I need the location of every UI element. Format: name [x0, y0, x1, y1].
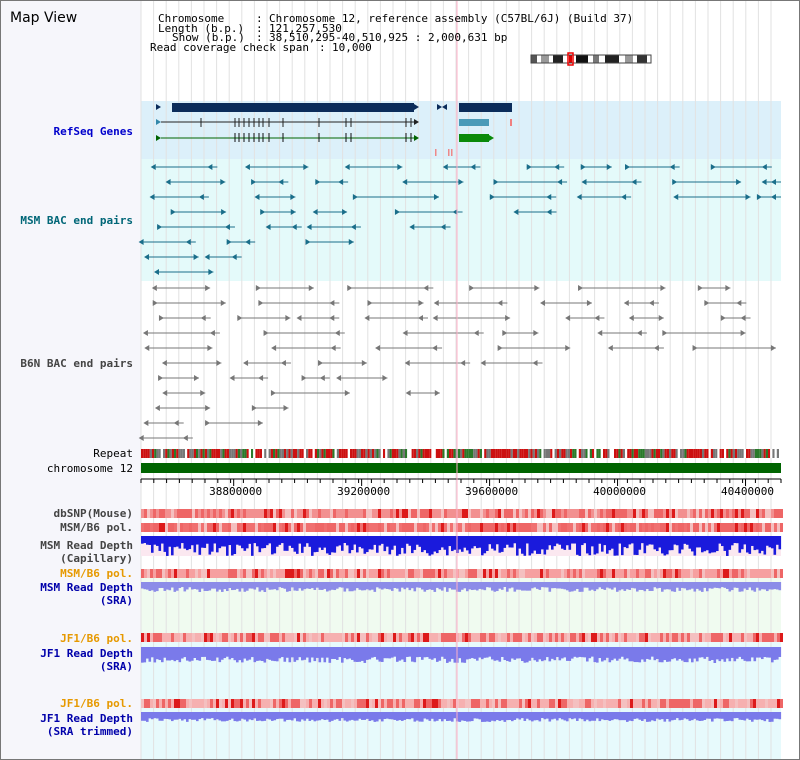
track-label-jf1-pol[interactable]: JF1/B6 pol.	[60, 632, 133, 645]
track-label-msm-bac[interactable]: MSM BAC end pairs	[20, 214, 133, 227]
track-label-jf1-depth-sra-sub: (SRA)	[99, 660, 133, 673]
track-label-msm-depth-capillary[interactable]: MSM Read Depth	[40, 539, 133, 552]
track-label-b6n-bac[interactable]: B6N BAC end pairs	[20, 357, 133, 370]
msm-pol-2-strip	[141, 569, 783, 578]
msm-bac-end-pairs	[138, 164, 781, 275]
msm-depth-sra	[141, 582, 782, 592]
axis-tick-label: 38800000	[209, 485, 262, 498]
jf1-pol-strip	[141, 633, 783, 642]
msm-bac-track-bg	[141, 159, 781, 281]
msm-depth-sra-bg	[141, 571, 781, 633]
track-label-msm-depth-sra[interactable]: MSM Read Depth	[40, 581, 133, 594]
show-sep: :	[256, 31, 263, 44]
chromosome-bar	[141, 463, 781, 473]
length-value: 121,257,530	[269, 22, 342, 35]
span-sep: :	[319, 41, 326, 54]
length-sep: :	[256, 22, 263, 35]
dbsnp-strip	[141, 509, 783, 518]
repeat-track	[141, 449, 782, 458]
span-key: Read coverage check span	[150, 41, 309, 54]
chromosome-key: Chromosome	[158, 12, 225, 25]
track-label-msm-pol[interactable]: MSM/B6 pol.	[60, 521, 133, 534]
chromosome-value: Chromosome 12, reference assembly (C57BL…	[269, 12, 634, 25]
show-value: 38,510,295-40,510,925 : 2,000,631 bp	[269, 31, 508, 44]
span-value: 10,000	[332, 41, 372, 54]
track-label-dbsnp[interactable]: dbSNP(Mouse)	[53, 507, 133, 520]
track-label-jf1-depth-trimmed-sub: (SRA trimmed)	[46, 725, 133, 738]
length-key: Length (b.p.)	[158, 22, 245, 35]
chromosome-ideogram	[530, 52, 652, 66]
track-label-jf1-depth-trimmed[interactable]: JF1 Read Depth	[40, 712, 133, 725]
msm-depth-capillary	[141, 536, 782, 556]
track-label-jf1-depth-sra[interactable]: JF1 Read Depth	[40, 647, 133, 660]
refseq-genes	[156, 103, 512, 156]
axis-tick-label: 40400000	[721, 485, 774, 498]
position-axis: 38800000 39200000 39600000 40000000 40400000	[140, 478, 782, 498]
axis-tick-label: 39200000	[337, 485, 390, 498]
track-label-chromosome[interactable]: chromosome 12	[46, 462, 133, 475]
jf1-depth-sra	[141, 647, 782, 663]
axis-tick-label: 40000000	[593, 485, 646, 498]
jf1-depth-trimmed	[141, 712, 782, 722]
jf1-pol-2-strip	[141, 699, 783, 708]
b6n-bac-end-pairs	[138, 285, 776, 441]
track-label-repeat[interactable]: Repeat	[93, 447, 133, 460]
track-label-msm-pol-2[interactable]: MSM/B6 pol.	[60, 567, 133, 580]
track-label-jf1-pol-2[interactable]: JF1/B6 pol.	[60, 697, 133, 710]
track-label-refseq[interactable]: RefSeq Genes	[53, 125, 133, 138]
chromosome-sep: :	[256, 12, 263, 25]
show-key: Show (b.p.)	[172, 31, 245, 44]
page-title: Map View	[10, 10, 78, 26]
track-label-msm-depth-capillary-sub: (Capillary)	[60, 552, 133, 565]
track-label-column	[1, 1, 141, 759]
grid-lines	[140, 1, 772, 759]
axis-tick-label: 39600000	[465, 485, 518, 498]
msm-pol-strip	[141, 523, 783, 532]
track-label-msm-depth-sra-sub: (SRA)	[99, 594, 133, 607]
